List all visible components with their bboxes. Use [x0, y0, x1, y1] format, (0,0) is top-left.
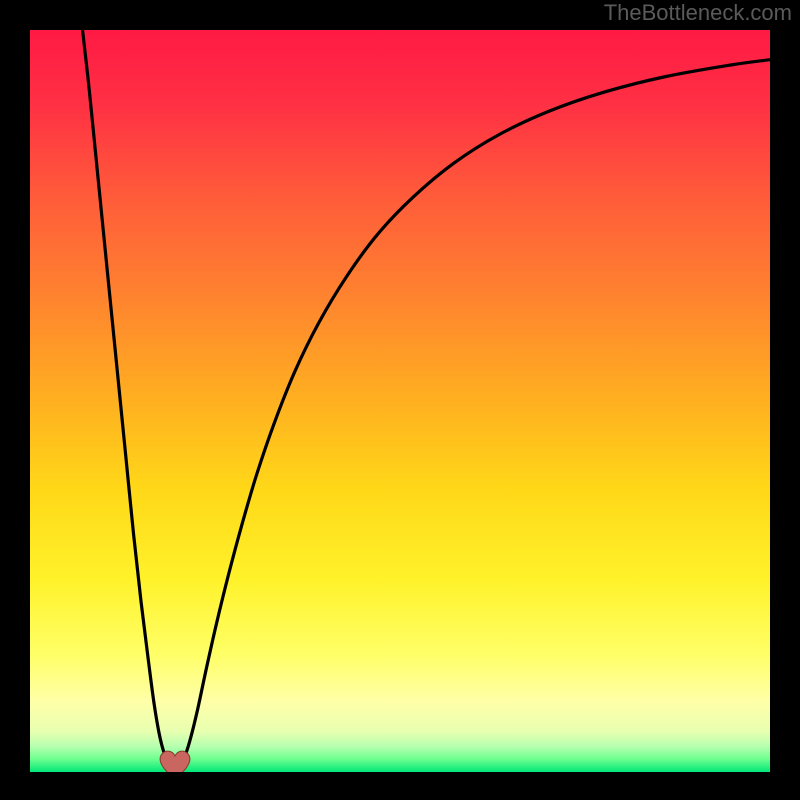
heart-icon — [158, 749, 192, 772]
optimum-marker-heart-icon — [158, 749, 192, 772]
watermark-text: TheBottleneck.com — [604, 0, 792, 26]
plot-frame — [25, 25, 775, 775]
curve-path — [83, 30, 770, 769]
plot-area — [30, 30, 770, 772]
bottleneck-curve — [30, 30, 770, 772]
heart-shape — [160, 751, 190, 772]
